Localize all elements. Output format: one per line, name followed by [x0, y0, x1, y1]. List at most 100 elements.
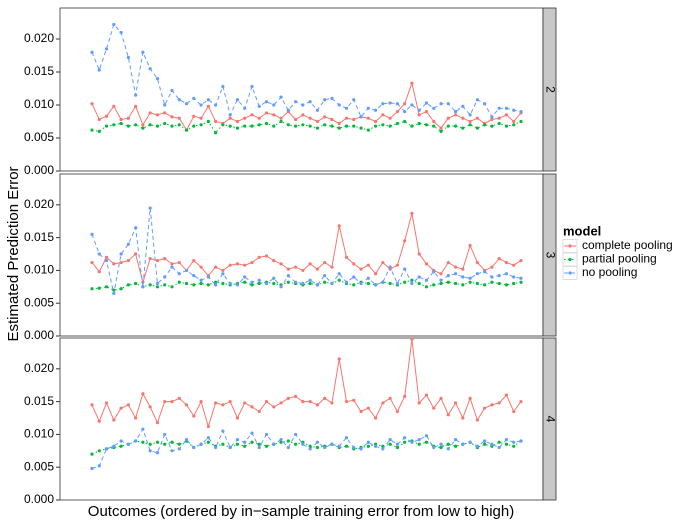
point [432, 106, 436, 110]
point [395, 263, 399, 267]
point [352, 398, 356, 402]
point [286, 396, 290, 400]
point [155, 285, 160, 289]
point [497, 116, 501, 120]
point [272, 258, 276, 263]
point [352, 275, 356, 279]
point [301, 113, 305, 117]
point [468, 119, 472, 124]
point [293, 265, 298, 269]
point [483, 270, 487, 274]
y-tick-label: 0.020 [24, 197, 54, 211]
point [104, 401, 109, 405]
point [112, 262, 116, 266]
point [155, 124, 160, 128]
point [424, 110, 429, 114]
point [395, 121, 399, 126]
point [359, 447, 363, 451]
point [250, 405, 254, 409]
legend-point [568, 257, 572, 262]
point [315, 126, 320, 130]
point [206, 424, 210, 429]
point [257, 278, 261, 282]
point [403, 280, 407, 284]
point [504, 106, 509, 110]
point [359, 126, 363, 130]
point [97, 449, 101, 453]
point [90, 102, 94, 106]
point [410, 81, 414, 85]
point [163, 275, 167, 279]
point [366, 116, 370, 120]
point [388, 396, 392, 400]
point [293, 394, 298, 398]
point [177, 116, 181, 120]
y-tick-label: 0.015 [24, 394, 54, 408]
point [439, 442, 443, 446]
point [97, 419, 101, 423]
point [126, 124, 130, 128]
point [192, 124, 196, 128]
y-tick-label: 0.005 [24, 295, 54, 309]
point [141, 427, 145, 431]
point [286, 439, 290, 443]
point [483, 439, 487, 443]
point [243, 263, 247, 267]
point [250, 431, 254, 435]
point [504, 113, 509, 117]
point [170, 88, 174, 93]
point [344, 116, 349, 120]
point [497, 440, 501, 444]
point [192, 414, 196, 418]
point [97, 286, 101, 290]
point [359, 281, 363, 286]
point [381, 123, 385, 127]
y-tick-label: 0.015 [24, 230, 54, 244]
point [373, 272, 378, 276]
point [395, 442, 399, 446]
point [272, 124, 276, 128]
point [97, 129, 101, 134]
point [410, 440, 414, 444]
point [344, 400, 349, 404]
point [519, 258, 523, 263]
point [148, 123, 152, 127]
y-axis-title: Estimated Prediction Error [5, 166, 22, 341]
point [432, 406, 436, 410]
y-tick-label: 0.000 [24, 163, 54, 177]
point [424, 101, 429, 105]
point [388, 101, 392, 105]
point [119, 406, 123, 410]
point [497, 401, 501, 405]
series-line [91, 23, 522, 118]
y-tick-label: 0.010 [24, 427, 54, 441]
point [155, 258, 160, 263]
point [417, 252, 421, 256]
point [512, 440, 516, 444]
point [439, 129, 443, 134]
point [170, 440, 174, 444]
point [206, 283, 210, 287]
point [424, 393, 429, 397]
point [134, 93, 138, 97]
point [293, 280, 298, 284]
facet-label: 3 [543, 252, 557, 259]
point [359, 409, 363, 414]
point [199, 265, 203, 269]
point [206, 440, 210, 444]
point [257, 281, 261, 286]
point [395, 281, 399, 286]
point [497, 121, 501, 126]
point [90, 128, 94, 132]
point [214, 283, 218, 287]
point [148, 283, 152, 287]
point [330, 281, 334, 286]
point [199, 278, 203, 282]
point [381, 102, 385, 106]
point [134, 281, 138, 286]
point [177, 447, 181, 451]
point [90, 403, 94, 407]
point [250, 260, 254, 265]
point [199, 116, 203, 120]
y-tick-label: 0.015 [24, 64, 54, 78]
